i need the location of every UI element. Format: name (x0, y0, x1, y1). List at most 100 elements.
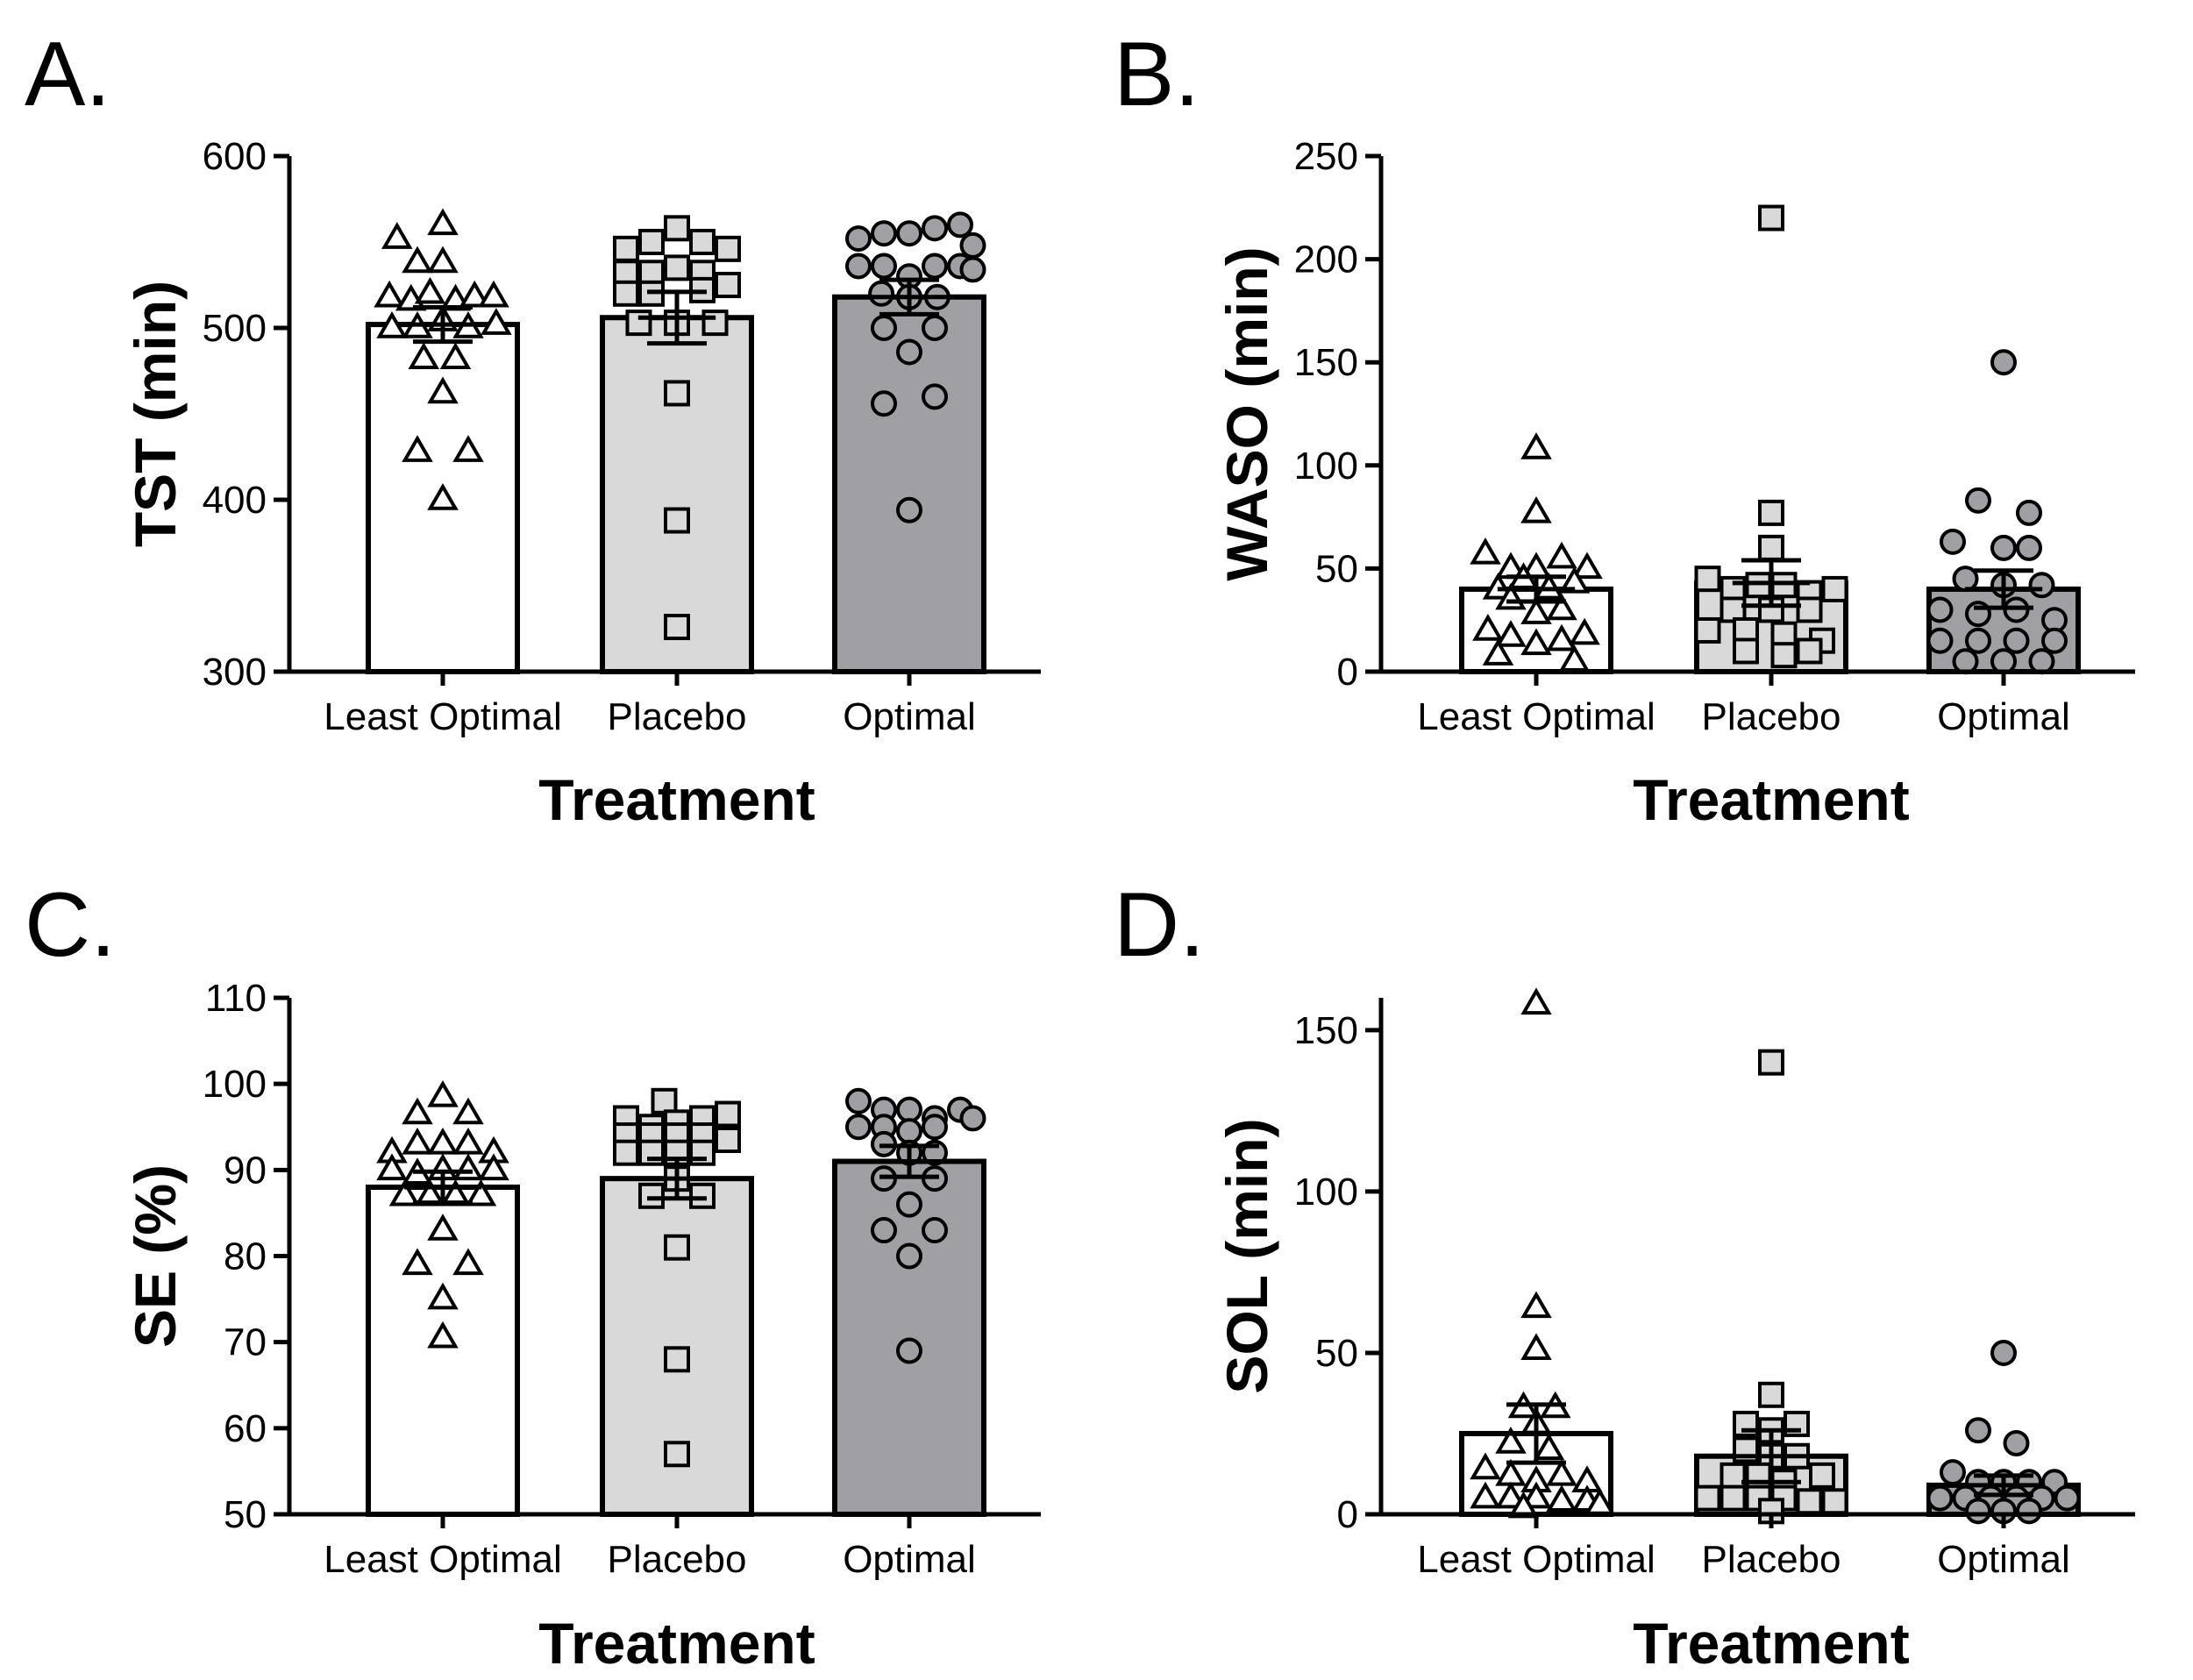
data-point (651, 1087, 678, 1114)
y-tick-label: 250 (1294, 135, 1358, 178)
y-tick-label: 200 (1294, 238, 1358, 281)
data-point (1990, 349, 2017, 376)
data-point (402, 246, 433, 274)
data-point (871, 390, 897, 417)
panel-letter: D. (1114, 874, 1205, 976)
data-point (452, 1127, 484, 1155)
data-point (1926, 627, 1954, 654)
data-point (715, 272, 741, 298)
data-point (1733, 637, 1759, 665)
data-point (1546, 593, 1577, 621)
data-point (1482, 638, 1514, 666)
y-tick-label: 50 (1315, 547, 1358, 590)
data-point (481, 308, 512, 335)
data-point (427, 1127, 459, 1155)
data-point (1520, 495, 1552, 523)
data-point (1720, 1462, 1747, 1489)
data-point (922, 215, 948, 242)
data-point (922, 1217, 948, 1244)
data-point (1990, 648, 2017, 675)
data-point (381, 222, 413, 249)
y-tick-label: 400 (203, 479, 267, 522)
data-point (1495, 1427, 1527, 1454)
data-point (402, 1127, 433, 1155)
error-bar (403, 304, 482, 345)
data-point (1990, 534, 2017, 561)
error-bar (1497, 574, 1576, 604)
data-point (715, 1126, 741, 1153)
data-point (638, 229, 665, 255)
y-tick-label: 150 (1294, 1009, 1358, 1052)
y-tick-label: 70 (224, 1321, 267, 1364)
y-tick-label: 100 (1294, 1171, 1358, 1214)
data-point (922, 1114, 948, 1141)
error-bar (1964, 568, 2043, 610)
data-point (1965, 1417, 1991, 1444)
data-point (427, 376, 459, 404)
data-point (664, 507, 690, 534)
data-point (896, 1096, 922, 1123)
data-point (1758, 499, 1784, 526)
data-point (922, 315, 948, 341)
data-point (896, 1337, 922, 1364)
y-tick-label: 100 (203, 1063, 267, 1106)
x-tick-label: Placebo (607, 695, 746, 738)
bar-placebo (600, 315, 754, 674)
data-point (1770, 642, 1798, 669)
data-point (896, 496, 922, 523)
error-bar (637, 289, 716, 346)
data-point (1926, 596, 1954, 623)
data-point (1990, 1339, 2017, 1366)
data-point (1546, 1458, 1577, 1486)
data-point (613, 235, 639, 262)
y-tick-label: 50 (224, 1493, 267, 1536)
data-point (845, 225, 872, 253)
data-point (1926, 1484, 1954, 1512)
data-point (1495, 620, 1527, 647)
data-point (1520, 1291, 1552, 1319)
data-point (896, 220, 922, 247)
data-point (922, 253, 948, 280)
data-point (1558, 566, 1591, 594)
y-axis-title: TST (min) (123, 281, 188, 547)
x-axis-title: Treatment (1633, 767, 1909, 832)
data-point (459, 280, 491, 308)
y-tick-label: 80 (224, 1235, 267, 1278)
data-point (427, 1079, 459, 1107)
data-point (1571, 552, 1603, 580)
data-point (896, 338, 922, 366)
y-axis-title: SE (%) (123, 1164, 188, 1348)
data-point (868, 280, 895, 307)
data-point (871, 315, 897, 341)
data-point (376, 1153, 408, 1181)
data-point (664, 1346, 690, 1373)
error-bar (1732, 558, 1811, 609)
x-axis-title: Treatment (538, 767, 815, 832)
x-tick-label: Optimal (1937, 1538, 2070, 1581)
data-point (664, 215, 690, 242)
data-point (1470, 1452, 1501, 1480)
y-tick-label: 300 (203, 651, 267, 694)
data-point (664, 1234, 690, 1261)
data-point (427, 208, 459, 236)
data-point (1965, 627, 1991, 654)
y-axis-title: SOL (min) (1214, 1118, 1279, 1393)
data-point (427, 1321, 459, 1349)
data-point (478, 280, 509, 308)
data-point (1495, 1481, 1527, 1509)
x-tick-label: Least Optimal (324, 1538, 561, 1581)
data-point (1533, 1433, 1565, 1461)
data-point (1472, 614, 1504, 641)
data-point (1569, 617, 1600, 645)
x-tick-label: Least Optimal (1417, 695, 1655, 738)
data-point (2041, 627, 2068, 654)
data-point (1796, 1488, 1823, 1515)
x-tick-label: Least Optimal (324, 695, 561, 738)
data-point (452, 1153, 484, 1181)
data-point (1821, 1488, 1848, 1515)
data-point (1546, 541, 1577, 569)
data-point (1520, 1481, 1552, 1509)
y-tick-label: 0 (1337, 651, 1358, 694)
data-point (1520, 597, 1552, 624)
